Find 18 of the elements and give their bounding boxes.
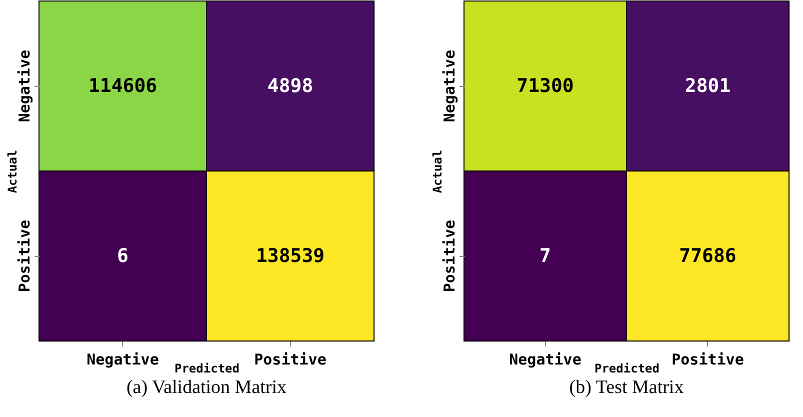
data-label: 77686 — [679, 245, 736, 267]
x-axis-title: Predicted — [594, 362, 660, 376]
text: (b) Test Matrix — [569, 377, 684, 398]
data-label: 7 — [540, 245, 551, 267]
data-label: 4898 — [267, 75, 314, 97]
text: (a) Validation Matrix — [126, 377, 288, 398]
y-axis-title: Actual — [6, 150, 20, 194]
data-label: 71300 — [516, 75, 574, 97]
data-label: 6 — [117, 245, 128, 267]
data-label: 138539 — [256, 245, 325, 267]
data-label: 114606 — [88, 75, 158, 97]
x-tick-label: Negative — [509, 350, 582, 368]
x-tick-label: Negative — [86, 350, 159, 368]
data-label: 2801 — [684, 75, 731, 97]
x-tick-label: Positive — [672, 350, 744, 368]
x-axis-title: Predicted — [174, 362, 240, 376]
x-tick-label: Positive — [254, 350, 326, 368]
y-axis-title: Actual — [430, 150, 444, 194]
